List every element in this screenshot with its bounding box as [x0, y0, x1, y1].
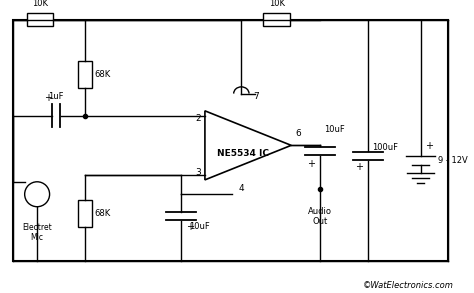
Text: 4: 4: [238, 184, 244, 193]
Bar: [13, 20, 448, 261]
Text: 7: 7: [253, 92, 259, 101]
Text: 2: 2: [195, 114, 201, 123]
Text: 9 - 12V: 9 - 12V: [438, 156, 468, 165]
Text: Electret
Mic: Electret Mic: [22, 223, 52, 242]
Text: +: +: [186, 222, 194, 232]
Text: 10K: 10K: [32, 0, 48, 8]
Text: 6: 6: [295, 129, 301, 138]
Text: +: +: [355, 162, 363, 172]
Text: 10uF: 10uF: [324, 125, 345, 134]
Bar: [78, 200, 92, 227]
Text: +: +: [44, 93, 52, 103]
Text: Audio
Out: Audio Out: [308, 207, 332, 226]
Text: NE5534 IC: NE5534 IC: [217, 149, 269, 159]
Text: 1uF: 1uF: [48, 92, 64, 101]
Text: +: +: [426, 141, 433, 151]
Text: 68K: 68K: [95, 70, 111, 79]
Bar: [264, 13, 290, 26]
Text: 10K: 10K: [269, 0, 285, 8]
Bar: [78, 61, 92, 88]
Text: +: +: [307, 159, 315, 169]
Bar: [27, 13, 54, 26]
Text: 10uF: 10uF: [189, 222, 210, 231]
Text: ©WatElectronics.com: ©WatElectronics.com: [363, 281, 454, 290]
Text: 3: 3: [195, 168, 201, 177]
Text: 100uF: 100uF: [372, 143, 398, 152]
Text: 68K: 68K: [95, 209, 111, 218]
